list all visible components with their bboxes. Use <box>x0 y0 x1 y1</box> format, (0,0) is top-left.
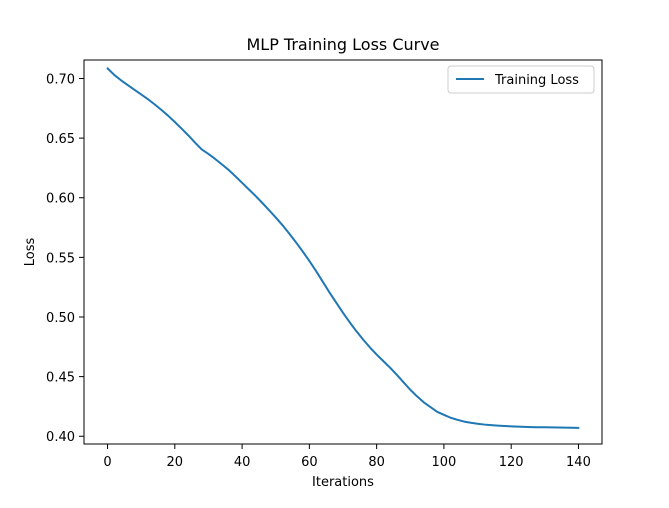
series-line-0 <box>106 67 580 429</box>
plot-frame <box>83 59 603 445</box>
x-tick-label: 80 <box>368 455 385 470</box>
x-tick-label: 120 <box>499 455 524 470</box>
x-tick-label: 20 <box>167 455 184 470</box>
y-tick-label: 0.65 <box>46 132 75 147</box>
x-tick-label: 40 <box>234 455 251 470</box>
y-tick-label: 0.55 <box>46 251 75 266</box>
legend-entry-training-loss: Training Loss <box>494 73 579 88</box>
x-axis-ticks: 0 20 40 60 80 100 120 140 <box>103 444 591 470</box>
legend-box <box>447 65 595 94</box>
y-axis-ticks: 0.40 0.45 0.50 0.55 0.60 0.65 0.70 <box>46 72 84 445</box>
y-tick-label: 0.60 <box>46 192 75 207</box>
y-tick-label: 0.45 <box>46 371 75 386</box>
x-tick-label: 140 <box>566 455 591 470</box>
x-axis-label: Iterations <box>312 475 374 490</box>
legend: Training Loss <box>447 65 595 94</box>
y-tick-label: 0.40 <box>46 430 75 445</box>
plot-layer <box>106 67 580 429</box>
x-tick-label: 100 <box>431 455 456 470</box>
y-tick-label: 0.70 <box>46 72 75 87</box>
chart-title: MLP Training Loss Curve <box>246 35 439 54</box>
y-tick-label: 0.50 <box>46 311 75 326</box>
x-tick-label: 0 <box>103 455 111 470</box>
x-tick-label: 60 <box>301 455 318 470</box>
plot-area <box>84 60 602 444</box>
y-axis-label: Loss <box>23 238 38 267</box>
